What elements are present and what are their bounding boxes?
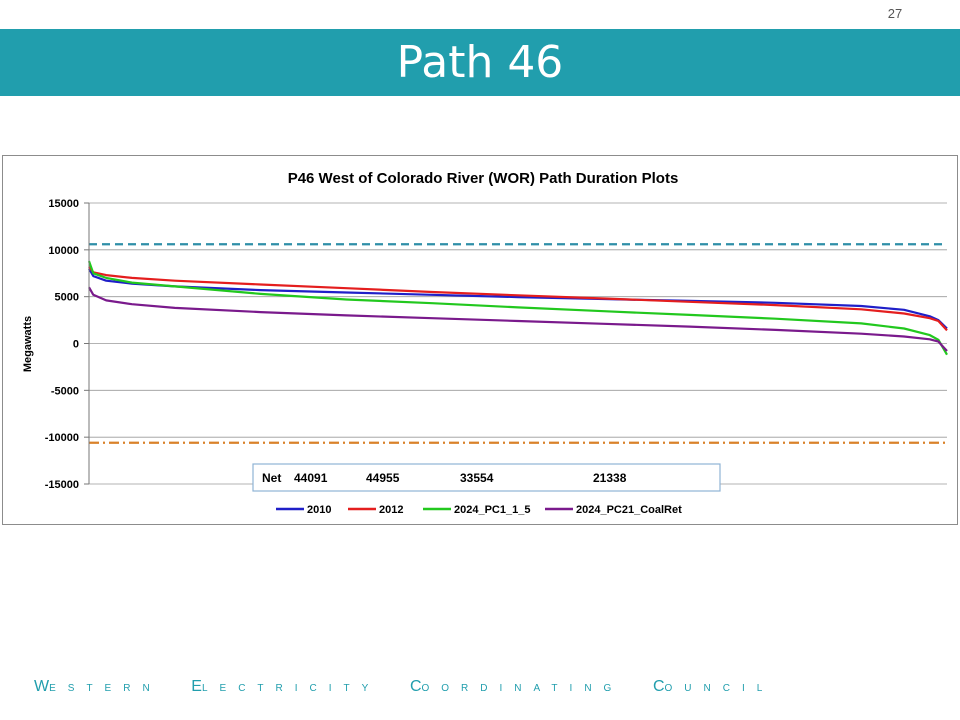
legend-label-2012: 2012 (379, 504, 403, 516)
net-value-2012: 44955 (366, 471, 400, 485)
net-value-2024-pc21: 21338 (593, 471, 627, 485)
legend: 2010 2012 2024_PC1_1_5 2024_PC21_CoalRet (276, 504, 682, 516)
footer-rest: OORDINATING (421, 683, 624, 694)
footer-word-4: COUNCIL (653, 678, 774, 696)
footer-initial: E (191, 678, 202, 695)
footer-rest: OUNCIL (664, 683, 775, 694)
footer-word-1: WESTERN (34, 678, 162, 696)
y-tick-label: 5000 (55, 292, 79, 304)
title-band: Path 46 (0, 29, 960, 96)
y-axis-label: Megawatts (22, 316, 34, 372)
y-tick-label: -15000 (45, 479, 79, 491)
net-value-2024-pc1: 33554 (460, 471, 494, 485)
series-layer (87, 260, 948, 356)
footer-rest: ESTERN (49, 683, 162, 694)
footer-organization: WESTERN ELECTRICITY COORDINATING COUNCIL (34, 678, 934, 696)
footer-initial: C (652, 678, 665, 695)
series-line-2024-pc1-1-5 (87, 260, 948, 356)
y-tick-label: 10000 (48, 245, 79, 257)
footer-initial: W (34, 678, 50, 695)
footer-initial: C (409, 678, 422, 695)
net-value-2010: 44091 (294, 471, 328, 485)
footer-word-3: COORDINATING (410, 678, 623, 696)
net-box-border (252, 463, 721, 492)
series-line-2010 (88, 268, 948, 330)
chart-title: P46 West of Colorado River (WOR) Path Du… (288, 170, 679, 187)
legend-label-2024-pc1: 2024_PC1_1_5 (454, 504, 530, 516)
slide-title: Path 46 (396, 37, 564, 88)
reference-lines (89, 243, 947, 444)
axis-layer: 15000 10000 5000 0 -5000 -10000 -15000 (45, 198, 90, 491)
y-tick-label: 0 (73, 339, 79, 351)
series-line-2024-pc21-coalret (88, 286, 948, 352)
duration-chart: P46 West of Colorado River (WOR) Path Du… (22, 170, 948, 516)
footer-word-2: ELECTRICITY (191, 678, 380, 696)
net-box: Net 44091 44955 33554 21338 (252, 463, 721, 492)
legend-label-2024-pc21: 2024_PC21_CoalRet (576, 504, 682, 516)
series-line-2012 (88, 266, 948, 332)
page-number: 27 (887, 6, 903, 21)
y-tick-label: -5000 (51, 385, 79, 397)
y-tick-label: 15000 (48, 198, 79, 210)
footer-rest: LECTRICITY (201, 683, 381, 694)
net-label: Net (262, 471, 281, 485)
legend-label-2010: 2010 (307, 504, 331, 516)
chart-frame: P46 West of Colorado River (WOR) Path Du… (2, 155, 958, 525)
y-tick-label: -10000 (45, 432, 79, 444)
